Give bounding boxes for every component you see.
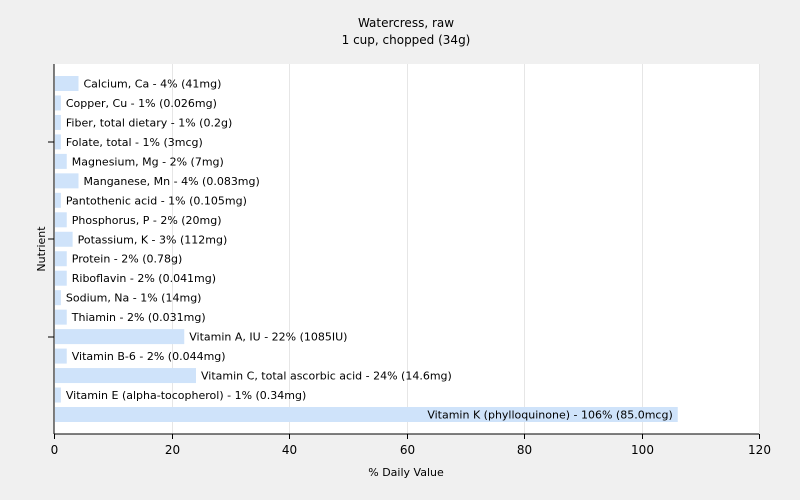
x-tick-label: 40 [282,443,297,457]
bar-label: Manganese, Mn - 4% (0.083mg) [84,175,260,188]
bar [55,270,67,286]
bar-label: Folate, total - 1% (3mcg) [66,136,203,149]
x-tick-label: 120 [748,443,771,457]
x-tick-label: 20 [165,443,180,457]
bar [55,290,61,306]
bar [55,231,73,247]
axes-group [48,64,759,435]
x-tick-label: 80 [517,443,532,457]
bar-label: Vitamin A, IU - 22% (1085IU) [189,331,347,344]
bar [55,387,61,403]
bar-label: Copper, Cu - 1% (0.026mg) [66,97,217,110]
bar-label: Phosphorus, P - 2% (20mg) [72,214,222,227]
bar [55,76,79,91]
bar-label: Pantothenic acid - 1% (0.105mg) [66,194,247,207]
bar [55,348,67,364]
bar [55,173,79,189]
bar [55,309,67,325]
bar [55,251,67,267]
bar-label: Potassium, K - 3% (112mg) [78,233,228,246]
bar-label: Magnesium, Mg - 2% (7mg) [72,155,224,168]
x-tick-group: 0 20 40 60 80 100 120 [51,434,771,457]
bar-label: Thiamin - 2% (0.031mg) [71,311,206,324]
bar [55,212,67,228]
bar-label: Vitamin B-6 - 2% (0.044mg) [72,350,226,363]
bar [55,192,61,208]
x-tick-label: 100 [631,443,654,457]
bar [55,114,61,130]
bar [55,134,61,150]
bar-label: Fiber, total dietary - 1% (0.2g) [66,116,232,129]
x-tick-label: 60 [400,443,415,457]
bar-label: Vitamin C, total ascorbic acid - 24% (14… [201,370,452,383]
bar-label: Vitamin K (phylloquinone) - 106% (85.0mc… [427,409,672,422]
chart-subtitle: 1 cup, chopped (34g) [342,33,471,47]
bar-label: Riboflavin - 2% (0.041mg) [72,272,216,285]
chart-title: Watercress, raw [358,16,454,30]
x-axis-label: % Daily Value [368,466,444,479]
bar-label: Sodium, Na - 1% (14mg) [66,292,202,305]
bar [55,407,678,422]
bar-label: Protein - 2% (0.78g) [72,253,183,266]
bar [55,153,67,169]
bar-label: Vitamin E (alpha-tocopherol) - 1% (0.34m… [66,389,306,402]
y-axis-label: Nutrient [35,226,48,272]
bar-label: Calcium, Ca - 4% (41mg) [84,78,222,91]
x-tick-label: 0 [51,443,59,457]
bar [55,368,196,384]
bar [55,329,185,345]
bars-group: Calcium, Ca - 4% (41mg) Copper, Cu - 1% (… [55,76,678,422]
bar [55,95,61,111]
grid-lines [172,64,760,434]
